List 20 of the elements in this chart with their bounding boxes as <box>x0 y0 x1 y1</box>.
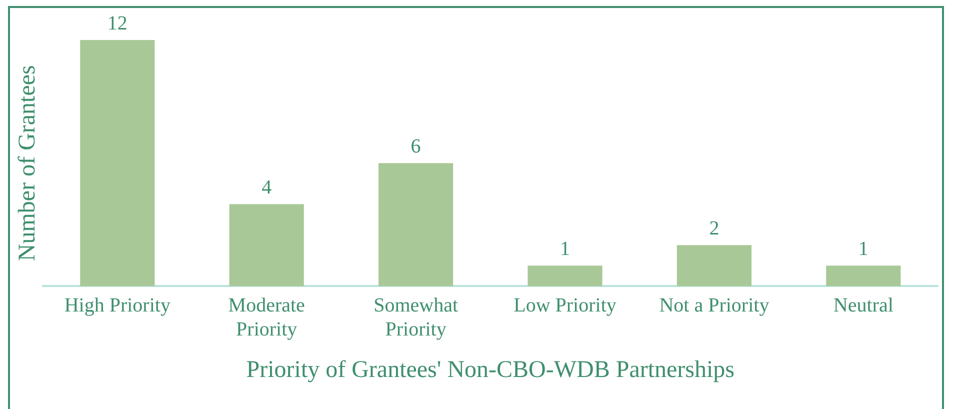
data-label: 6 <box>410 135 421 158</box>
x-tick-label: Not a Priority <box>659 294 770 316</box>
data-label: 2 <box>709 217 720 240</box>
x-tick-label: Somewhat Priority <box>374 294 458 340</box>
bar <box>826 266 901 286</box>
data-label: 1 <box>858 238 868 260</box>
x-axis-title: Priority of Grantees' Non-CBO-WDB Partnerships <box>246 356 735 383</box>
bar <box>378 163 454 286</box>
bar <box>528 266 602 286</box>
bar <box>676 245 752 286</box>
data-label: 12 <box>107 12 128 34</box>
x-tick-label: Moderate Priority <box>228 294 306 340</box>
x-tick-label: Low Priority <box>514 294 616 316</box>
data-label: 1 <box>560 238 570 260</box>
x-tick-label: Neutral <box>833 294 894 316</box>
bar <box>229 204 304 286</box>
y-axis-title: Number of Grantees <box>14 65 41 262</box>
bar <box>80 40 155 286</box>
x-tick-label: High Priority <box>64 294 170 316</box>
data-label: 4 <box>262 176 272 198</box>
